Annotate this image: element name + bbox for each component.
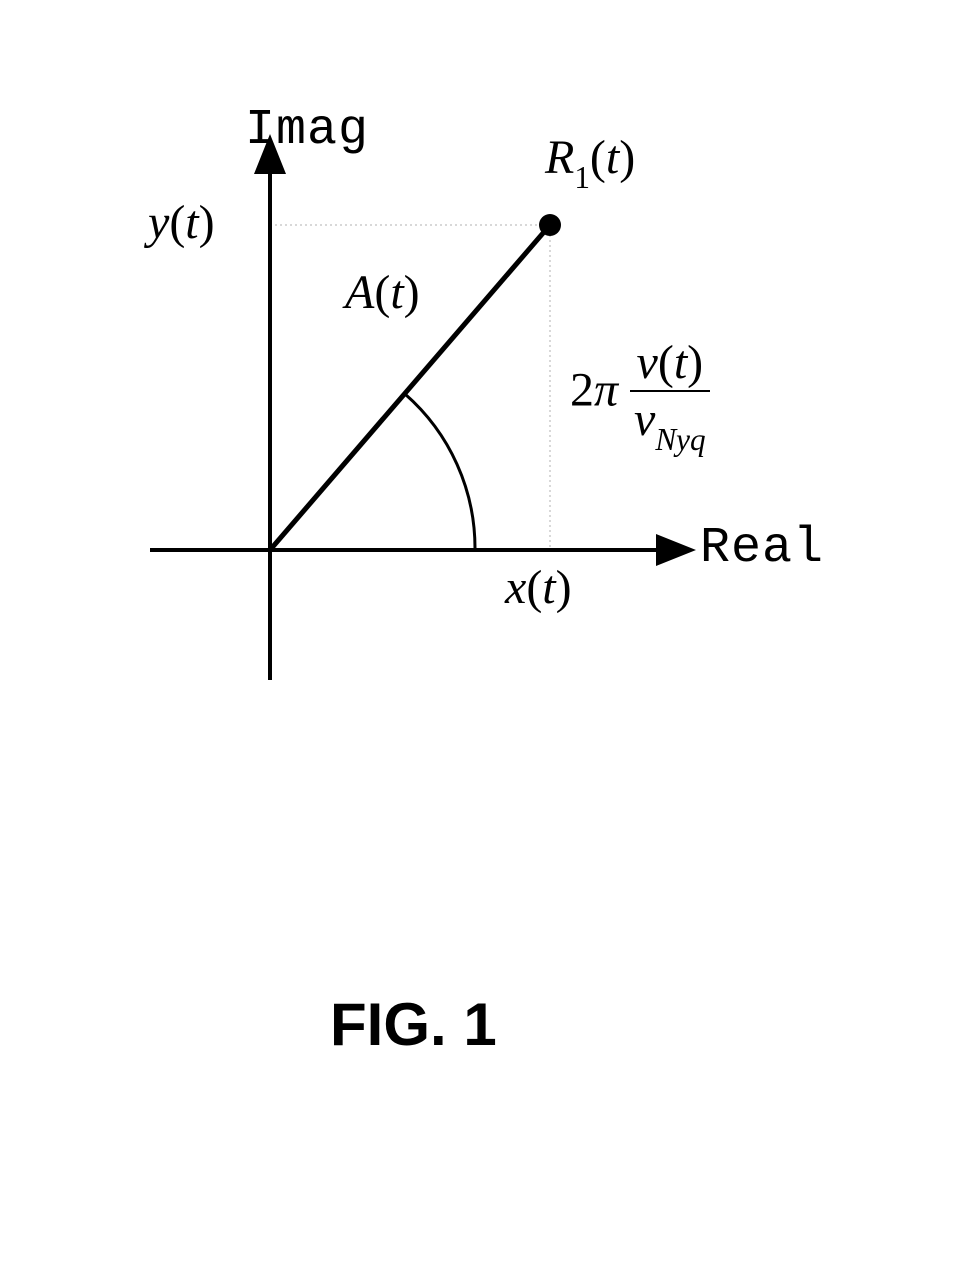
complex-plane-diagram: Imag Real y(t) x(t) A(t) R1(t) 2π v(t) v… [130, 80, 850, 730]
real-text: Real [700, 520, 824, 577]
num-arg-t: t [674, 336, 687, 389]
figure-caption: FIG. 1 [330, 990, 497, 1059]
r-sub: 1 [574, 160, 590, 195]
a-of-t-label: A(t) [345, 265, 420, 320]
imag-axis-label: Imag [245, 102, 369, 159]
y-of-t-label: y(t) [148, 195, 215, 250]
x-of-t-label: x(t) [505, 560, 572, 615]
r-arg-t: t [606, 131, 619, 184]
y-arg: (t) [169, 196, 214, 249]
r-arg: (t) [590, 131, 635, 184]
x-var: x [505, 561, 526, 614]
a-arg-t: t [390, 266, 403, 319]
real-axis-label: Real [700, 520, 824, 577]
fraction-numerator: v(t) [630, 335, 710, 392]
angle-arc [405, 394, 475, 550]
den-sub: Nyq [655, 422, 705, 457]
num-var: v [637, 336, 658, 389]
angle-expression-label: 2π v(t) vNyq [570, 335, 710, 454]
imag-text: Imag [245, 102, 369, 159]
two-pi-prefix: 2π [570, 363, 618, 416]
den-var: v [634, 393, 655, 446]
velocity-fraction: v(t) vNyq [630, 335, 710, 454]
x-arg-t: t [542, 561, 555, 614]
y-arg-t: t [185, 196, 198, 249]
caption-text: FIG. 1 [330, 991, 497, 1058]
signal-point [539, 214, 561, 236]
fraction-denominator: vNyq [630, 392, 710, 454]
pi-symbol: π [594, 363, 618, 416]
y-var: y [148, 196, 169, 249]
a-var: A [345, 266, 374, 319]
x-arg: (t) [526, 561, 571, 614]
r1-of-t-label: R1(t) [545, 130, 635, 192]
diagram-svg [130, 80, 850, 730]
a-arg: (t) [374, 266, 419, 319]
r-var: R [545, 131, 574, 184]
